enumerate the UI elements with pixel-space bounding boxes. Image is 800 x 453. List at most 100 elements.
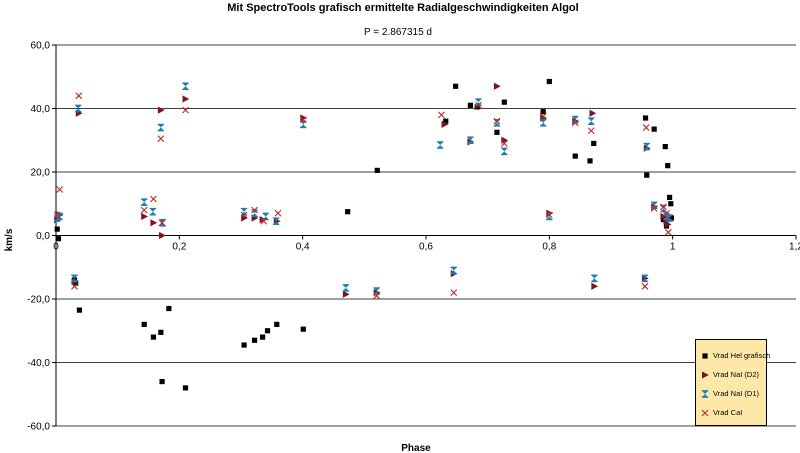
data-point xyxy=(71,274,78,283)
legend-label: Vrad CaI xyxy=(713,408,743,417)
data-point xyxy=(664,228,672,236)
y-tick-labels: 60,0 40,0 20,0 0,0 -20,0 -40,0 -60,0 xyxy=(27,41,50,433)
x-tick-label: 0,8 xyxy=(542,242,556,253)
data-point xyxy=(157,123,165,132)
legend-marker-shape xyxy=(701,409,709,416)
data-point xyxy=(141,321,147,327)
chart-title: Mit SpectroTools grafisch ermittelte Rad… xyxy=(227,2,578,14)
data-point xyxy=(149,207,157,216)
data-point xyxy=(571,119,579,127)
x-tick-label: 1,2 xyxy=(789,242,800,253)
data-point xyxy=(71,282,78,290)
data-point xyxy=(467,136,474,145)
data-point xyxy=(264,328,271,334)
legend-marker xyxy=(702,370,709,379)
data-point xyxy=(54,226,60,232)
data-point xyxy=(450,266,457,275)
data-point xyxy=(240,211,248,219)
data-point xyxy=(182,106,189,114)
data-point xyxy=(159,231,166,240)
data-point xyxy=(272,217,280,226)
data-point xyxy=(345,209,351,215)
data-point xyxy=(76,307,83,313)
data-point xyxy=(572,153,578,159)
y-axis-label: km/s xyxy=(4,228,15,251)
data-point xyxy=(501,147,508,156)
legend-item: Vrad NaI (D2) xyxy=(700,365,766,384)
data-point xyxy=(182,82,189,91)
series-2 xyxy=(54,82,673,295)
axes xyxy=(52,44,797,427)
legend-marker xyxy=(701,409,709,416)
data-point xyxy=(158,329,164,335)
data-point xyxy=(75,92,83,100)
data-point xyxy=(539,118,547,127)
x-tick-label: 1 xyxy=(670,242,676,253)
data-point xyxy=(436,141,444,149)
data-point xyxy=(664,220,672,228)
data-point xyxy=(159,378,165,385)
data-point xyxy=(493,117,501,125)
data-point xyxy=(660,203,667,211)
data-point xyxy=(251,337,258,343)
legend-marker-shape xyxy=(701,389,709,398)
data-point xyxy=(572,115,579,124)
data-point xyxy=(150,334,157,340)
data-point xyxy=(55,236,62,242)
x-tick-label: 0,4 xyxy=(296,242,310,253)
y-tick-label: 60,0 xyxy=(31,41,51,52)
data-point xyxy=(443,118,449,124)
chart-subtitle: P = 2.867315 d xyxy=(364,27,432,38)
legend-marker-shape xyxy=(702,370,709,379)
data-point xyxy=(241,342,247,348)
data-point xyxy=(587,127,595,135)
y-tick-label: 20,0 xyxy=(31,168,51,179)
legend-item: Vrad NaI (D1) xyxy=(700,384,766,403)
data-point xyxy=(668,201,674,207)
data-point xyxy=(56,212,63,221)
data-point xyxy=(342,290,350,298)
legend-marker-shape xyxy=(702,352,708,359)
data-point xyxy=(259,334,266,340)
data-point xyxy=(591,140,597,147)
data-point xyxy=(591,282,599,290)
series-3 xyxy=(53,92,672,300)
legend-item: Vrad Hel grafisch xyxy=(700,346,770,365)
data-point xyxy=(73,280,79,286)
y-tick-label: 40,0 xyxy=(31,104,51,115)
data-point xyxy=(260,217,268,225)
data-point xyxy=(589,109,597,117)
legend-label: Vrad NaI (D2) xyxy=(713,370,759,379)
data-point xyxy=(668,215,675,221)
data-point xyxy=(591,274,598,283)
data-point xyxy=(663,209,670,217)
data-point xyxy=(475,101,482,109)
y-tick-label: -40,0 xyxy=(27,358,50,369)
data-point xyxy=(299,116,307,124)
series-0 xyxy=(54,78,675,391)
data-point xyxy=(641,282,649,290)
data-point xyxy=(140,206,148,214)
x-tick-labels: 0 0,2 0,4 0,6 0,8 1 1,2 xyxy=(53,242,800,253)
data-point xyxy=(545,211,553,219)
data-point xyxy=(540,109,546,115)
data-point xyxy=(467,102,473,108)
data-point xyxy=(150,195,157,203)
data-point xyxy=(140,198,148,206)
data-point xyxy=(493,82,501,90)
data-point xyxy=(453,83,459,89)
data-point xyxy=(642,124,650,131)
data-point xyxy=(274,321,280,327)
data-point xyxy=(53,211,61,219)
data-point xyxy=(240,207,248,216)
data-point xyxy=(182,385,189,391)
y-tick-label: -60,0 xyxy=(27,422,50,433)
data-point xyxy=(373,292,381,300)
data-point xyxy=(666,194,673,200)
y-tick-label: 0,0 xyxy=(36,231,50,242)
data-point xyxy=(438,111,445,119)
y-tick-label: -20,0 xyxy=(27,295,50,306)
data-point xyxy=(539,113,547,120)
data-point xyxy=(500,140,508,147)
